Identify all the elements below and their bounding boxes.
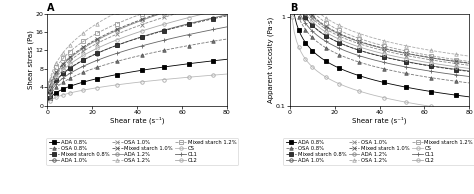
Y-axis label: Apparent viscosity (Pa·s): Apparent viscosity (Pa·s) [268,16,274,103]
Text: A: A [47,3,55,13]
Legend: ADA 0.8%, OSA 0.8%, Mixed starch 0.8%, ADA 1.0%, OSA 1.0%, Mixed starch 1.0%, AD: ADA 0.8%, OSA 0.8%, Mixed starch 0.8%, A… [283,138,474,165]
Y-axis label: Shear stress (Pa): Shear stress (Pa) [27,30,34,89]
X-axis label: Shear rate (s⁻¹): Shear rate (s⁻¹) [352,116,407,124]
X-axis label: Shear rate (s⁻¹): Shear rate (s⁻¹) [110,116,164,124]
Legend: ADA 0.8%, OSA 0.8%, Mixed starch 0.8%, ADA 1.0%, OSA 1.0%, Mixed starch 1.0%, AD: ADA 0.8%, OSA 0.8%, Mixed starch 0.8%, A… [46,138,238,165]
Text: B: B [290,3,297,13]
